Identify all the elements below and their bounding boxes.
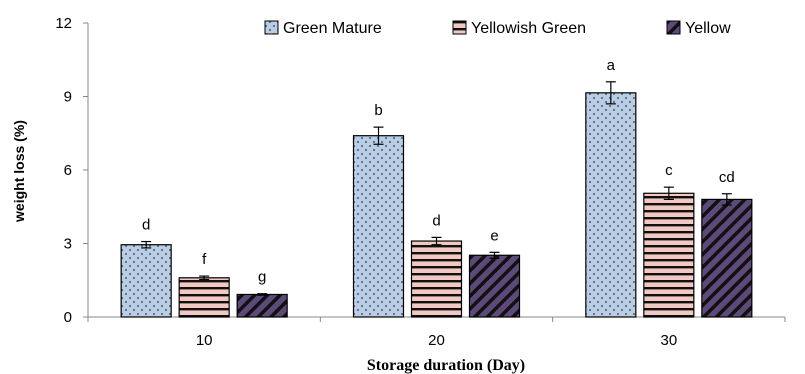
bar bbox=[178, 277, 230, 318]
significance-label: b bbox=[374, 102, 382, 119]
legend-label: Green Mature bbox=[283, 20, 382, 37]
legend-label: Yellow bbox=[685, 20, 731, 37]
bar bbox=[120, 244, 172, 318]
y-tick-label: 6 bbox=[64, 162, 72, 179]
legend-label: Yellowish Green bbox=[471, 20, 586, 37]
significance-label: a bbox=[607, 57, 616, 74]
y-tick-label: 3 bbox=[64, 236, 72, 253]
bar bbox=[352, 135, 405, 318]
y-tick-label: 0 bbox=[64, 309, 72, 326]
bar bbox=[585, 92, 637, 318]
bars: d f g b d e a c cd bbox=[120, 57, 753, 318]
y-tick-label: 9 bbox=[64, 89, 72, 106]
bar bbox=[468, 254, 521, 318]
significance-label: d bbox=[142, 217, 150, 234]
y-axis-title: weight loss (%) bbox=[11, 120, 27, 223]
legend-swatch bbox=[452, 20, 467, 35]
x-tick-label: 10 bbox=[196, 332, 213, 349]
significance-label: c bbox=[665, 162, 673, 179]
legend: Green Mature Yellowish Green Yellow bbox=[264, 20, 731, 37]
bar bbox=[410, 240, 463, 318]
bar bbox=[701, 198, 753, 318]
bar bbox=[236, 293, 288, 318]
y-tick-label: 12 bbox=[55, 15, 72, 32]
x-axis-title: Storage duration (Day) bbox=[367, 357, 525, 374]
bar bbox=[643, 192, 695, 318]
significance-label: d bbox=[432, 212, 440, 229]
significance-label: g bbox=[258, 269, 266, 286]
significance-label: e bbox=[490, 227, 498, 244]
legend-swatch bbox=[264, 20, 279, 35]
significance-label: f bbox=[202, 251, 207, 268]
legend-swatch bbox=[666, 20, 681, 35]
x-tick-label: 20 bbox=[428, 332, 445, 349]
significance-label: cd bbox=[719, 169, 735, 186]
x-tick-label: 30 bbox=[660, 332, 677, 349]
